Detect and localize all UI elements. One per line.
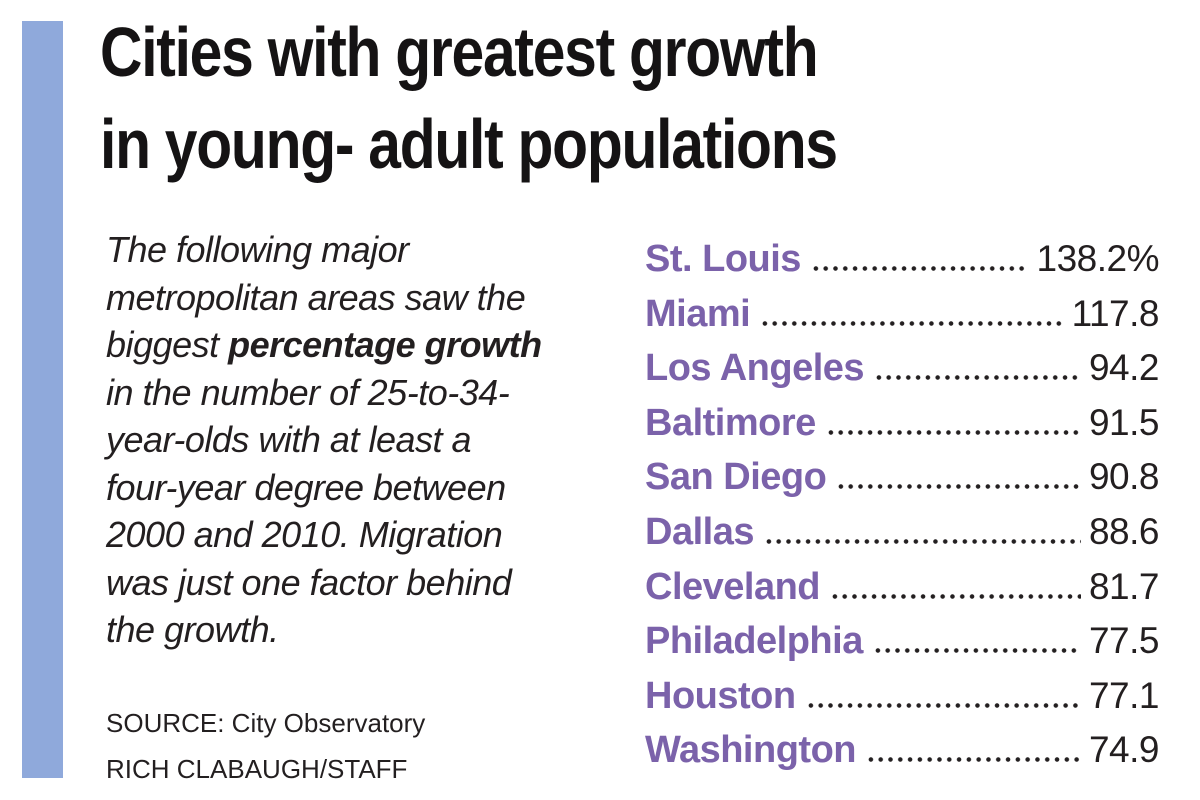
description-line: the growth. bbox=[106, 606, 621, 654]
credit-line: RICH CLABAUGH/STAFF bbox=[106, 754, 408, 784]
city-value: 88.6 bbox=[1088, 510, 1160, 552]
city-list: St. Louis 138.2% Miami 117.8 Los Angeles 94.2… bbox=[645, 238, 1160, 784]
description-line: in the number of 25-to-34- bbox=[106, 369, 621, 417]
city-name: Los Angeles bbox=[645, 347, 865, 390]
city-value: 138.2% bbox=[1036, 238, 1160, 279]
list-item: Cleveland 81.7 bbox=[645, 565, 1160, 621]
title-line-1: Cities with greatest growth bbox=[100, 13, 819, 91]
description-text: in the number of 25-to-34- bbox=[106, 371, 510, 413]
list-item: Los Angeles 94.2 bbox=[645, 347, 1160, 402]
description-text: was just one factor behind bbox=[106, 561, 512, 603]
description-text: four-year degree between bbox=[106, 466, 506, 508]
description-bold-text: percentage growth bbox=[228, 324, 542, 365]
description-text: 2000 and 2010. Migration bbox=[106, 514, 503, 555]
chart-description: The following major metropolitan areas sa… bbox=[106, 226, 621, 654]
list-item: Dallas 88.6 bbox=[645, 510, 1160, 566]
description-line: The following major bbox=[106, 226, 621, 274]
accent-bar bbox=[22, 21, 63, 778]
city-name: Dallas bbox=[645, 510, 754, 553]
city-value: 77.1 bbox=[1088, 674, 1160, 716]
city-name: Washington bbox=[645, 729, 857, 772]
description-text: year-olds with at least a bbox=[106, 419, 472, 460]
description-line: metropolitan areas saw the bbox=[106, 274, 621, 322]
chart-title: Cities with greatest growth in young- ad… bbox=[100, 6, 838, 190]
list-item: San Diego 90.8 bbox=[645, 456, 1160, 511]
city-value: 74.9 bbox=[1088, 729, 1160, 771]
description-text: the growth. bbox=[106, 609, 279, 650]
list-item: St. Louis 138.2% bbox=[645, 238, 1159, 293]
dot-leader bbox=[836, 484, 1081, 490]
city-name: Cleveland bbox=[645, 565, 821, 608]
city-name: Houston bbox=[645, 674, 796, 717]
dot-leader bbox=[810, 266, 1029, 271]
source-block: SOURCE: City Observatory RICH CLABAUGH/S… bbox=[106, 700, 425, 792]
list-item: Miami 117.8 bbox=[645, 292, 1160, 348]
description-line: year-olds with at least a bbox=[106, 416, 621, 464]
dot-leader bbox=[866, 757, 1081, 763]
list-item: Philadelphia 77.5 bbox=[645, 620, 1160, 675]
dot-leader bbox=[760, 320, 1064, 326]
city-value: 91.5 bbox=[1088, 401, 1160, 443]
dot-leader bbox=[805, 702, 1081, 708]
dot-leader bbox=[872, 648, 1081, 654]
city-value: 117.8 bbox=[1071, 292, 1160, 334]
description-text: biggest bbox=[106, 324, 229, 365]
city-name: Miami bbox=[645, 292, 751, 335]
city-value: 94.2 bbox=[1088, 347, 1160, 389]
city-value: 77.5 bbox=[1088, 620, 1160, 662]
description-line: 2000 and 2010. Migration bbox=[106, 511, 621, 559]
city-name: Philadelphia bbox=[645, 620, 863, 663]
dot-leader bbox=[830, 593, 1081, 599]
city-value: 81.7 bbox=[1088, 565, 1160, 607]
dot-leader bbox=[825, 429, 1081, 435]
dot-leader bbox=[874, 375, 1081, 381]
source-line: SOURCE: City Observatory bbox=[106, 708, 426, 738]
list-item: Houston 77.1 bbox=[645, 674, 1160, 730]
description-line: biggest percentage growth bbox=[106, 321, 621, 369]
city-name: San Diego bbox=[645, 456, 827, 499]
description-line: four-year degree between bbox=[106, 464, 621, 512]
list-item: Washington 74.9 bbox=[645, 729, 1160, 784]
dot-leader bbox=[763, 538, 1081, 544]
title-line-2: in young- adult populations bbox=[100, 105, 838, 183]
description-text: metropolitan areas saw the bbox=[106, 276, 526, 318]
description-line: was just one factor behind bbox=[106, 559, 621, 607]
city-name: St. Louis bbox=[645, 238, 801, 280]
city-name: Baltimore bbox=[645, 401, 816, 444]
list-item: Baltimore 91.5 bbox=[645, 401, 1160, 457]
city-value: 90.8 bbox=[1088, 456, 1160, 498]
description-text: The following major bbox=[106, 229, 409, 270]
